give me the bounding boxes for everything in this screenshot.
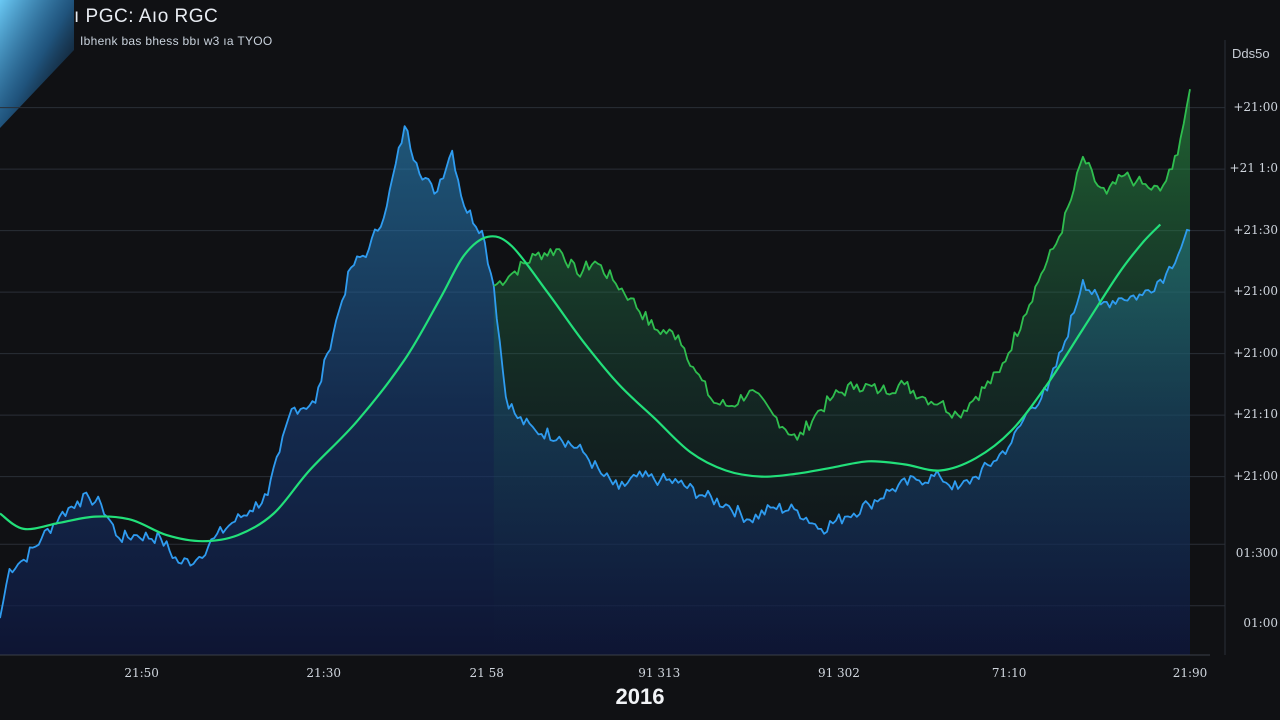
y-tick-label: 01:00 [1243,616,1278,631]
series-lines [0,89,1191,619]
y-tick-label: +21 1:0 [1229,161,1278,176]
chart-subtitle: Ibhenk bas bhess bbı w3 ıa TYOO [80,34,273,48]
series-3-line [0,223,1162,543]
y-tick-label: +21:00 [1233,345,1278,360]
x-tick-label: 21 58 [469,666,504,680]
x-tick-label: 21:50 [124,666,159,680]
series-2-line [493,89,1191,441]
y-tick-label: +21:00 [1233,99,1278,114]
x-axis-label: 2016 [615,684,665,709]
chart-title: ı PGC: Aıo RGC [74,6,219,27]
x-tick-label: 21:90 [1172,666,1208,680]
y-tick-label: 01:300 [1235,545,1278,560]
x-tick-label: 91 302 [817,666,860,680]
series-2-area [493,89,1190,655]
corner-glow [0,0,74,128]
y-tick-label: +21:00 [1233,284,1278,299]
series-1-line [0,125,1191,619]
x-tick-label: 91 313 [638,666,681,680]
y-tick-label: +21:00 [1233,468,1278,483]
y-tick-label: +21:30 [1233,222,1278,237]
x-tick-label: 21:30 [306,666,341,680]
y-axis-header: Dds5o [1232,46,1270,61]
y-tick-label: +21:10 [1233,407,1278,422]
series-fills [0,89,1190,656]
x-tick-label: 71:10 [991,666,1027,680]
